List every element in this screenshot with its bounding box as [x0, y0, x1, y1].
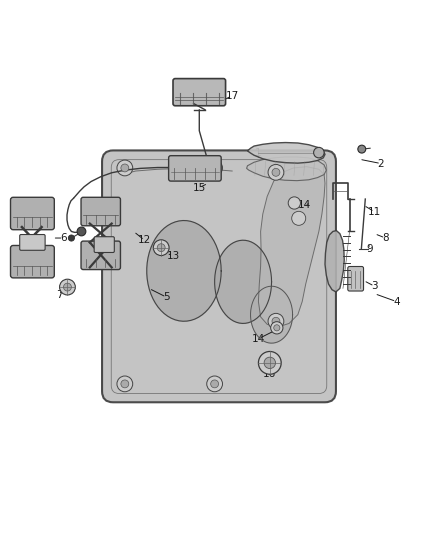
Circle shape — [157, 244, 165, 252]
FancyBboxPatch shape — [11, 246, 54, 278]
Circle shape — [153, 240, 169, 255]
Text: 1: 1 — [255, 148, 262, 158]
Polygon shape — [147, 221, 221, 321]
Circle shape — [207, 376, 223, 392]
Circle shape — [77, 227, 86, 236]
Text: 12: 12 — [138, 235, 151, 245]
Text: 9: 9 — [367, 244, 374, 254]
FancyBboxPatch shape — [348, 266, 364, 291]
Circle shape — [211, 380, 219, 388]
Polygon shape — [258, 167, 325, 327]
Text: 14: 14 — [252, 334, 265, 344]
Polygon shape — [325, 231, 344, 292]
Text: 17: 17 — [226, 91, 239, 101]
Polygon shape — [251, 286, 293, 343]
Circle shape — [272, 168, 280, 176]
FancyBboxPatch shape — [94, 237, 114, 253]
Circle shape — [211, 164, 219, 172]
Text: 14: 14 — [298, 200, 311, 210]
Text: 11: 11 — [368, 207, 381, 217]
Circle shape — [292, 211, 306, 225]
Text: 13: 13 — [166, 251, 180, 261]
Text: 5: 5 — [163, 292, 170, 302]
Circle shape — [121, 380, 129, 388]
Circle shape — [68, 235, 74, 241]
FancyBboxPatch shape — [169, 156, 221, 181]
Circle shape — [288, 197, 300, 209]
FancyBboxPatch shape — [11, 197, 54, 230]
Circle shape — [271, 322, 283, 334]
FancyBboxPatch shape — [102, 150, 336, 402]
Circle shape — [60, 279, 75, 295]
Circle shape — [117, 376, 133, 392]
Circle shape — [358, 145, 366, 153]
Polygon shape — [247, 157, 326, 181]
Text: 15: 15 — [193, 183, 206, 192]
FancyBboxPatch shape — [20, 235, 45, 251]
Text: 2: 2 — [378, 159, 385, 168]
Circle shape — [268, 165, 284, 180]
Circle shape — [64, 283, 71, 291]
Text: 6: 6 — [60, 233, 67, 243]
Polygon shape — [215, 240, 272, 324]
Circle shape — [268, 313, 284, 329]
FancyBboxPatch shape — [81, 241, 120, 270]
Polygon shape — [247, 142, 325, 163]
Text: 10: 10 — [101, 213, 114, 223]
Text: 3: 3 — [371, 281, 378, 291]
Text: 16: 16 — [263, 369, 276, 379]
Circle shape — [258, 351, 281, 374]
Circle shape — [117, 160, 133, 176]
Circle shape — [314, 147, 324, 158]
Text: 8: 8 — [382, 233, 389, 243]
Circle shape — [207, 160, 223, 176]
Circle shape — [272, 317, 280, 325]
FancyBboxPatch shape — [81, 197, 120, 226]
Circle shape — [274, 325, 280, 331]
Circle shape — [264, 357, 276, 368]
Text: 7: 7 — [56, 290, 63, 300]
FancyBboxPatch shape — [173, 78, 226, 106]
Circle shape — [121, 164, 129, 172]
Text: 4: 4 — [393, 296, 400, 306]
